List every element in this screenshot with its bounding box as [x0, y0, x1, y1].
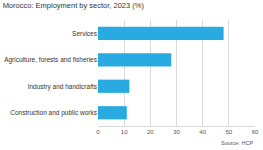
svg-text:30: 30: [173, 129, 180, 135]
svg-text:50: 50: [225, 129, 232, 135]
svg-text:60: 60: [252, 129, 259, 135]
svg-text:Services: Services: [72, 30, 98, 37]
svg-text:20: 20: [147, 129, 154, 135]
svg-text:Industry and handicrafts: Industry and handicrafts: [28, 83, 98, 91]
svg-text:Source: HCP: Source: HCP: [221, 140, 253, 146]
svg-text:40: 40: [199, 129, 206, 135]
svg-text:10: 10: [121, 129, 128, 135]
svg-text:Construction and public works: Construction and public works: [10, 109, 97, 117]
svg-text:Agriculture, forests and fishe: Agriculture, forests and fisheries: [4, 56, 98, 64]
svg-text:0: 0: [96, 129, 100, 135]
svg-text:Morocco: Employment by sector,: Morocco: Employment by sector, 2023 (%): [3, 1, 145, 10]
